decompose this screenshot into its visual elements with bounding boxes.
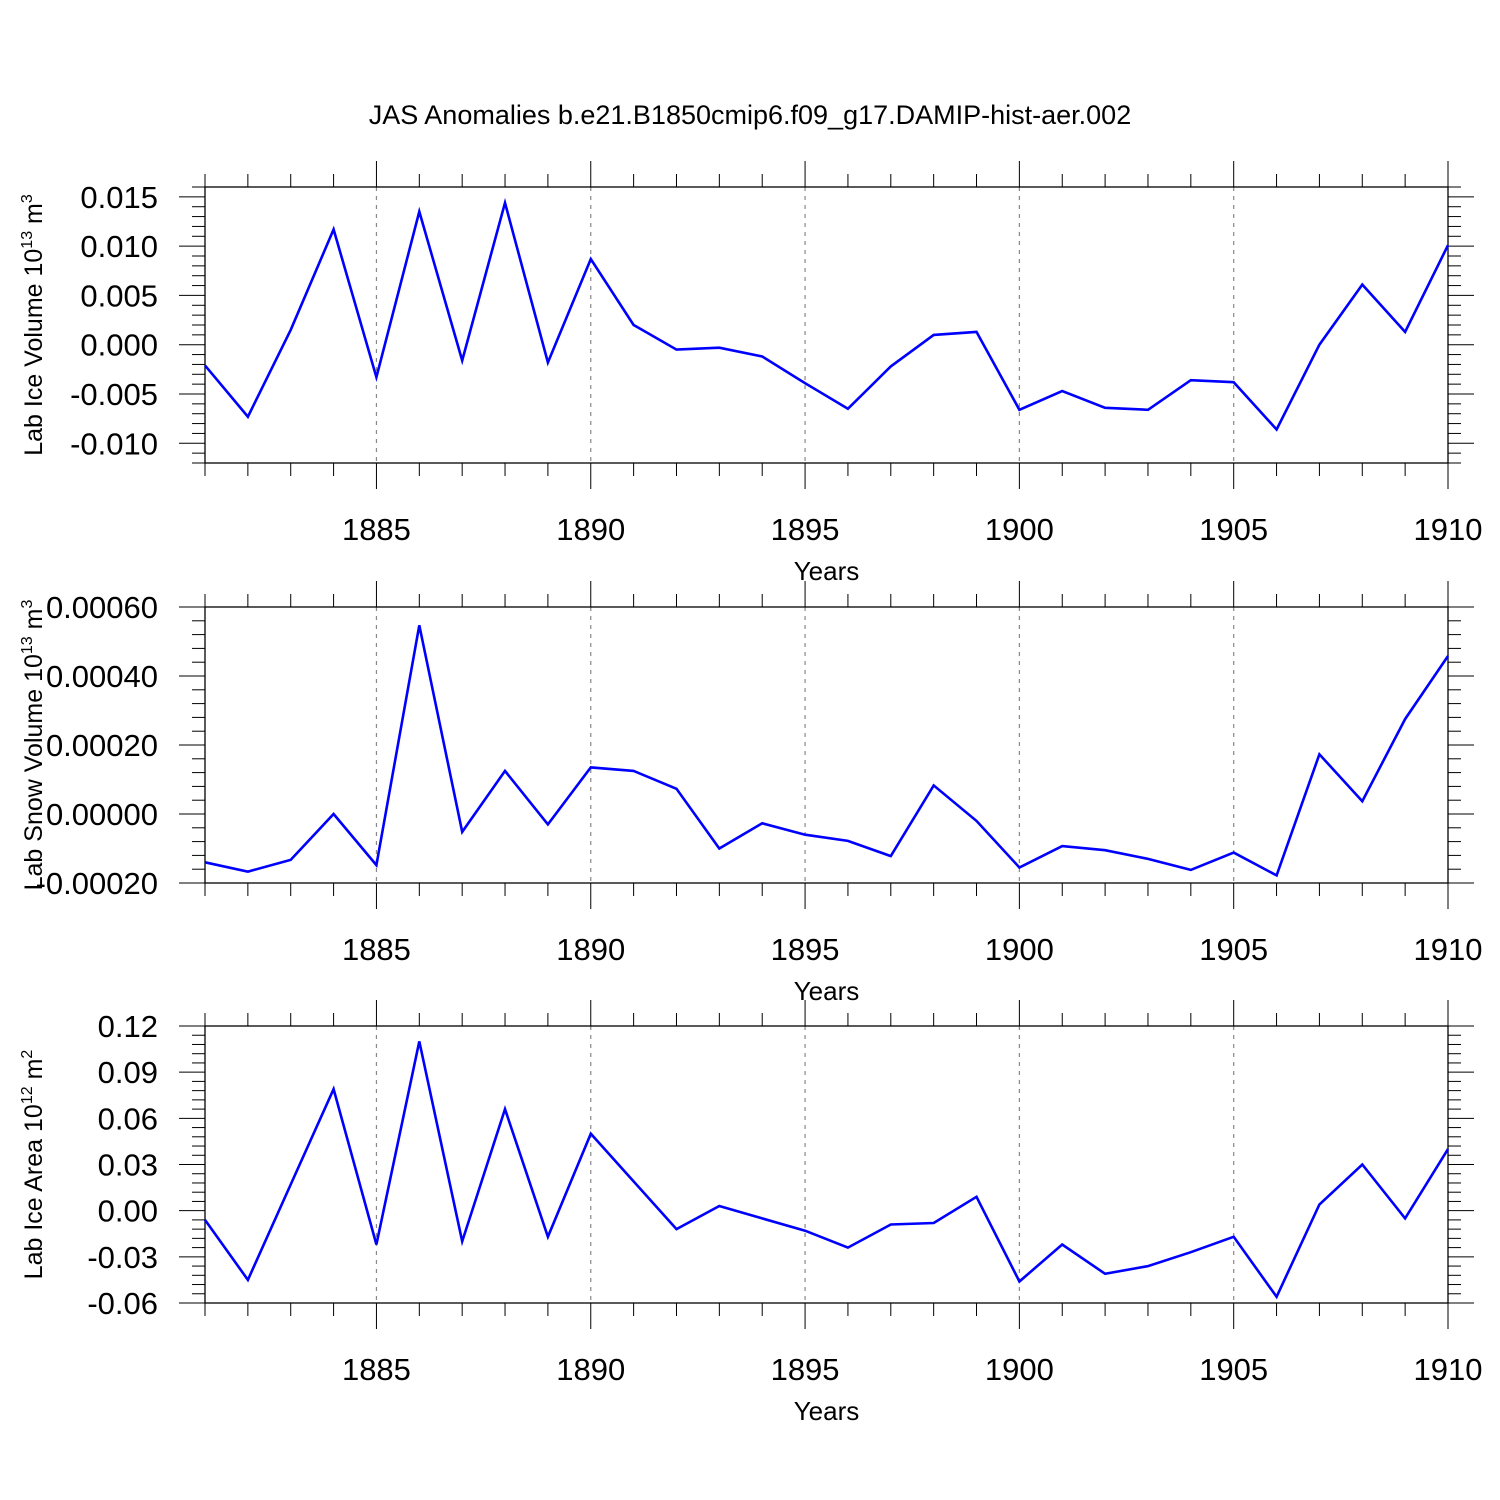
y-axis-label-text: Lab Ice Area 10 (20, 1104, 48, 1279)
x-tick-label: 1890 (556, 512, 625, 547)
x-tick-label: 1890 (556, 932, 625, 967)
y-tick-label: 0.12 (98, 1009, 158, 1044)
x-tick-label: 1900 (985, 1352, 1054, 1387)
x-tick-label: 1895 (771, 1352, 840, 1387)
y-axis-label-unit-exponent: 2 (19, 1050, 36, 1059)
y-tick-label: -0.00020 (36, 866, 158, 901)
y-axis-label: Lab Ice Area 1012 m2 (19, 1050, 48, 1280)
x-tick-label: 1900 (985, 512, 1054, 547)
y-tick-label: 0.00 (98, 1194, 158, 1229)
plot-frame (204, 1025, 1449, 1304)
y-tick-label: 0.010 (80, 229, 158, 264)
y-tick-label: -0.03 (87, 1240, 158, 1275)
figure-title: JAS Anomalies b.e21.B1850cmip6.f09_g17.D… (369, 100, 1131, 130)
x-tick-label: 1905 (1199, 932, 1268, 967)
x-tick-label: 1885 (342, 932, 411, 967)
x-axis-label: Years (794, 1396, 860, 1426)
y-tick-label: 0.00040 (46, 659, 158, 694)
plot-frame (204, 186, 1449, 464)
y-axis-label-exponent: 12 (19, 1086, 36, 1104)
x-axis-label: Years (794, 976, 860, 1006)
y-tick-label: 0.005 (80, 278, 158, 313)
y-tick-label: 0.000 (80, 328, 158, 363)
y-tick-label: 0.015 (80, 180, 158, 215)
y-axis-label-text: Lab Ice Volume 10 (20, 249, 48, 456)
x-tick-label: 1905 (1199, 512, 1268, 547)
y-axis-label-unit: m (20, 1059, 48, 1087)
x-tick-label: 1890 (556, 1352, 625, 1387)
y-axis-label-exponent: 13 (19, 636, 36, 654)
x-tick-label: 1885 (342, 512, 411, 547)
x-tick-label: 1910 (1414, 512, 1483, 547)
y-axis-label-exponent: 13 (19, 231, 36, 249)
x-axis-label: Years (794, 556, 860, 586)
y-tick-label: -0.06 (87, 1286, 158, 1321)
y-tick-label: -0.005 (70, 377, 158, 412)
x-tick-label: 1895 (771, 512, 840, 547)
chart-panel-3: 1885 1890 1895 1900 1905 1910 Years 0.12 0.09 0.0… (19, 1000, 1482, 1426)
y-axis-label-unit: m (20, 609, 48, 637)
y-tick-label: 0.03 (98, 1148, 158, 1183)
x-tick-label: 1910 (1414, 1352, 1483, 1387)
y-axis-label-text: Lab Snow Volume 10 (20, 654, 48, 890)
y-tick-label: 0.06 (98, 1101, 158, 1136)
y-tick-label: 0.00020 (46, 728, 158, 763)
y-tick-label: 0.09 (98, 1055, 158, 1090)
y-axis-label-unit-exponent: 3 (19, 600, 36, 609)
y-tick-label: 0.00000 (46, 797, 158, 832)
y-axis-label-unit-exponent: 3 (19, 194, 36, 203)
y-axis-label: Lab Snow Volume 1013 m3 (19, 600, 48, 891)
chart-panel-1: 1885 1890 1895 1900 1905 1910 Years 0.015 0.010 0… (19, 161, 1482, 586)
series-line (204, 625, 1450, 878)
x-tick-label: 1900 (985, 932, 1054, 967)
x-tick-label: 1885 (342, 1352, 411, 1387)
series-line (203, 1041, 1450, 1300)
y-axis-label-unit: m (20, 203, 48, 231)
y-tick-label: -0.010 (70, 426, 158, 461)
x-tick-label: 1910 (1414, 932, 1483, 967)
chart-panel-2: 1885 1890 1895 1900 1905 1910 Years 0.00060 0.00… (19, 581, 1482, 1006)
plot-frame (204, 606, 1449, 884)
x-tick-label: 1895 (771, 932, 840, 967)
y-axis-label: Lab Ice Volume 1013 m3 (19, 194, 48, 456)
x-tick-label: 1905 (1199, 1352, 1268, 1387)
y-tick-label: 0.00060 (46, 590, 158, 625)
series-line (204, 197, 1450, 432)
